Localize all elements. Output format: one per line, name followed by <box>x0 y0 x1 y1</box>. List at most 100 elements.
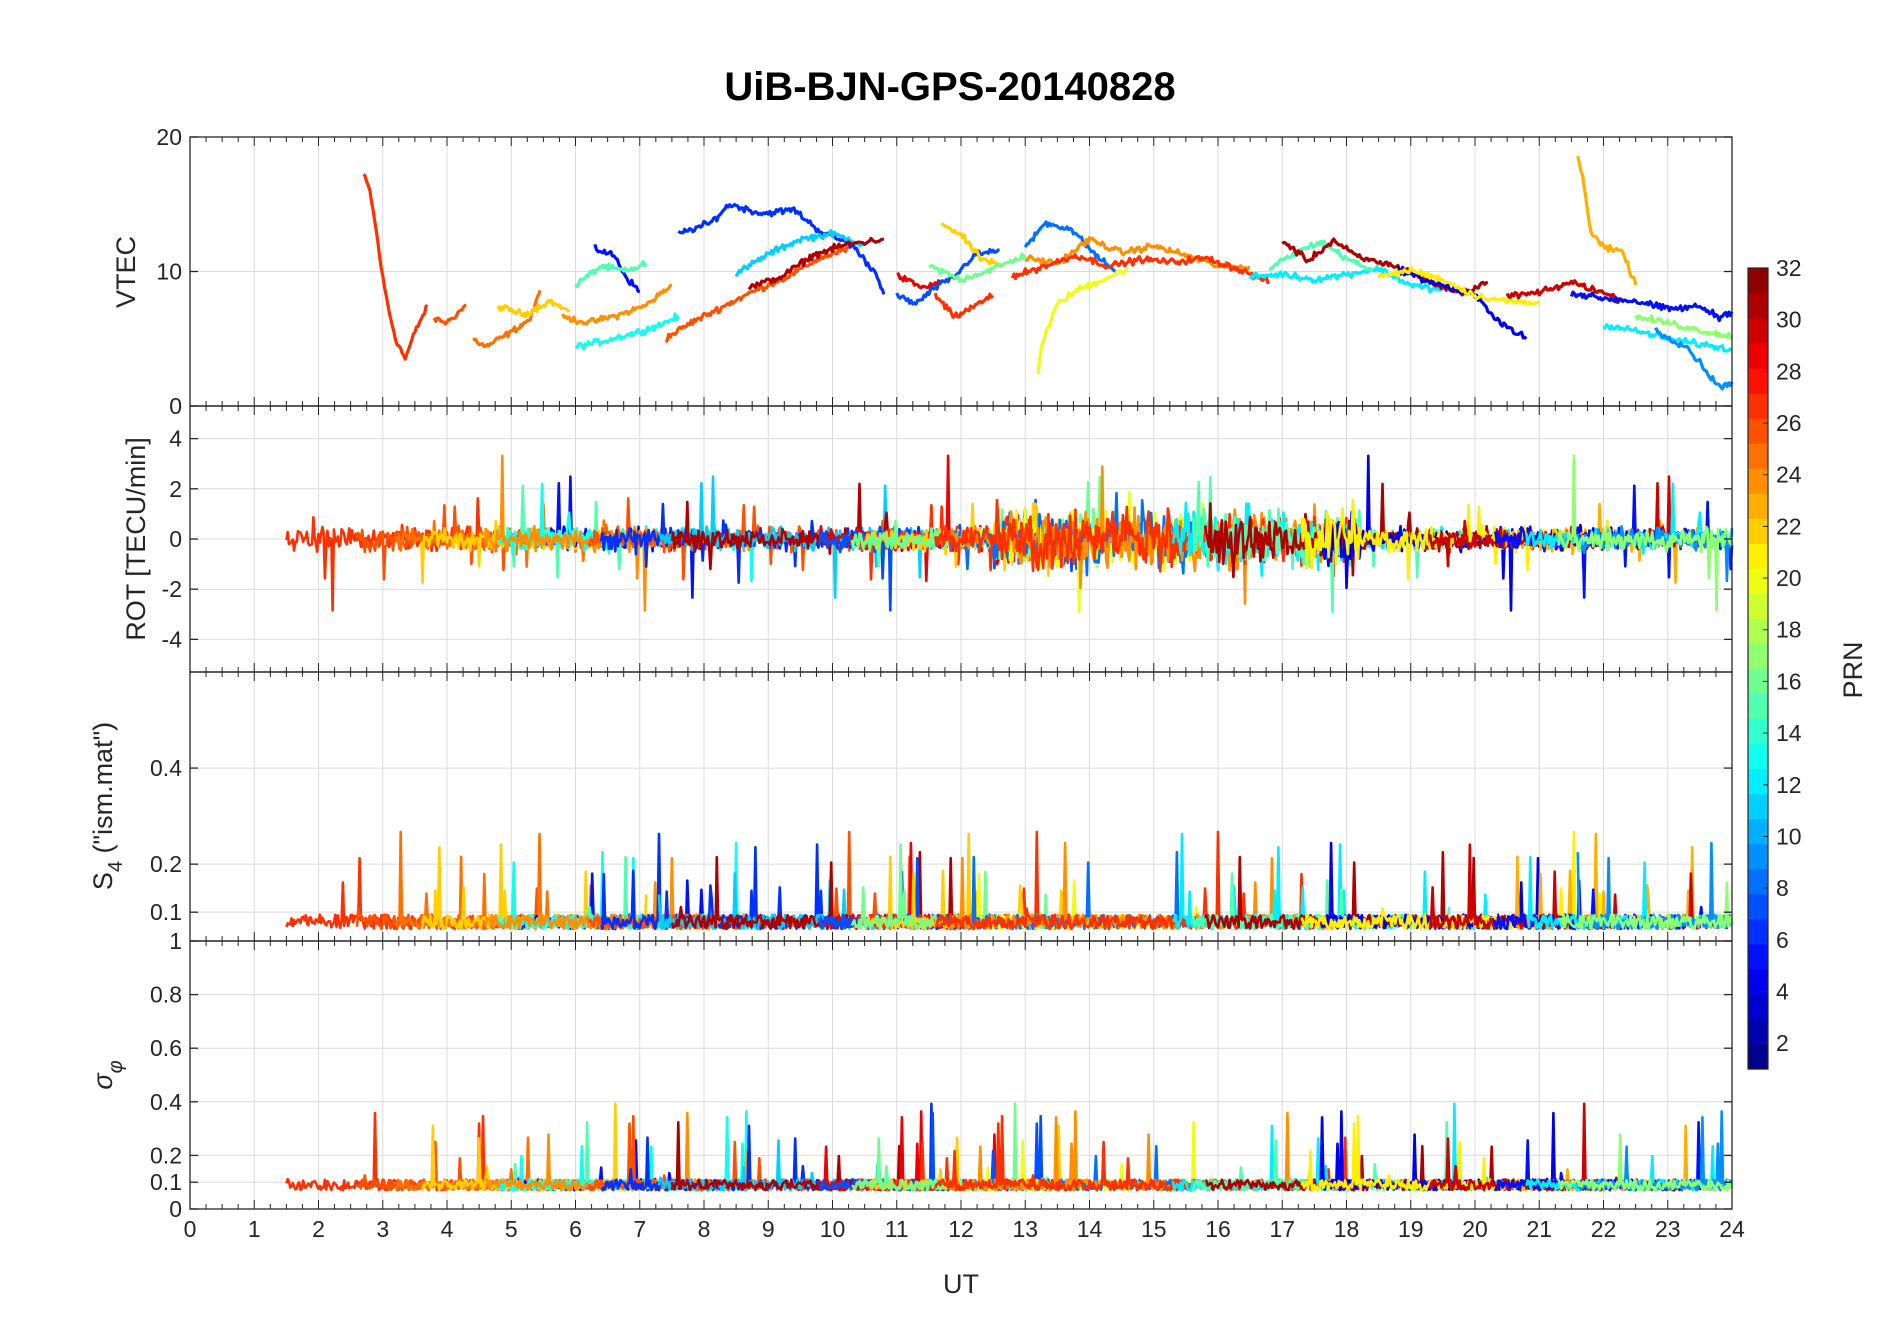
series-line <box>574 260 648 288</box>
series-line <box>1576 841 1734 930</box>
y-tick-label: 0.4 <box>150 755 182 781</box>
x-tick-label: 13 <box>1012 1216 1038 1242</box>
sigma-panel: 00.10.2 0.4 0.6 0.8 1 σφ <box>88 928 1734 1222</box>
y-tick-label: -2 <box>162 576 182 602</box>
colorbar-swatch <box>1748 718 1768 745</box>
colorbar-tick-label: 10 <box>1776 823 1802 849</box>
series-line <box>472 289 542 349</box>
colorbar-swatch <box>1748 918 1768 945</box>
series-line <box>896 272 943 290</box>
series-line <box>1576 1110 1733 1192</box>
y-tick-label: 4 <box>169 426 182 452</box>
series-line <box>677 202 886 295</box>
colorbar-tick-label: 20 <box>1776 565 1802 591</box>
y-tick-label: 0 <box>169 393 182 419</box>
x-tick-label: 21 <box>1526 1216 1552 1242</box>
series-line <box>420 1102 647 1192</box>
sigma-ylabel: σφ <box>88 1060 127 1089</box>
y-tick-label: 1 <box>169 928 182 954</box>
x-tick-label: 22 <box>1591 1216 1617 1242</box>
colorbar-swatch <box>1748 493 1768 519</box>
y-tick-label: 0.1 <box>150 899 182 925</box>
series-line <box>928 252 1027 283</box>
x-tick-label: 23 <box>1655 1216 1681 1242</box>
colorbar-swatch <box>1748 693 1768 720</box>
colorbar-swatch <box>1748 543 1768 569</box>
series-line <box>1558 881 1734 930</box>
series-line <box>432 303 467 326</box>
rot-ylabel: ROT [TECU/min] <box>121 437 151 641</box>
rot-series-layer <box>285 454 1734 613</box>
series-line <box>1505 279 1625 305</box>
sigma-series-layer <box>285 1102 1734 1192</box>
colorbar-tick-label: 18 <box>1776 617 1802 643</box>
s4-ylabel-sub: 4 <box>105 861 127 872</box>
x-tick-label: 7 <box>633 1216 646 1242</box>
y-tick-label: 0.6 <box>150 1035 182 1061</box>
y-tick-label: 0.1 <box>150 1169 182 1195</box>
colorbar-label: PRN <box>1838 641 1868 698</box>
colorbar-tick-label: 14 <box>1776 720 1802 746</box>
series-line <box>1653 327 1734 391</box>
colorbar-swatch <box>1748 968 1768 995</box>
series-line <box>1268 239 1374 273</box>
colorbar-swatch <box>1748 343 1768 369</box>
series-line <box>593 243 641 294</box>
y-tick-label: 0.8 <box>150 982 182 1008</box>
colorbar-swatch <box>1748 818 1768 845</box>
x-tick-label: 15 <box>1141 1216 1167 1242</box>
series-line <box>362 173 429 361</box>
colorbar-tick-label: 6 <box>1776 927 1789 953</box>
x-tick-label: 12 <box>948 1216 974 1242</box>
y-tick-label: 20 <box>156 124 182 150</box>
colorbar-frame <box>1747 267 1769 1070</box>
x-tick-label: 2 <box>312 1216 325 1242</box>
colorbar-swatch <box>1748 943 1768 970</box>
y-tick-label: 0 <box>169 526 182 552</box>
x-tick-label: 10 <box>820 1216 846 1242</box>
x-tick-label: 6 <box>569 1216 582 1242</box>
series-line <box>747 236 884 291</box>
colorbar-swatch <box>1748 993 1768 1020</box>
y-tick-label: 0 <box>169 1196 182 1222</box>
sigma-ylabel-main: σ <box>88 1072 118 1090</box>
x-tick-label: 5 <box>505 1216 518 1242</box>
sigma-ylabel-sub: φ <box>105 1060 127 1073</box>
series-line <box>1428 1102 1702 1192</box>
colorbar-swatch <box>1748 893 1768 920</box>
vtec-ylabel: VTEC <box>111 236 141 308</box>
x-tick-label: 0 <box>184 1216 197 1242</box>
series-line <box>1569 290 1734 323</box>
series-line <box>1024 236 1251 273</box>
x-tick-label: 24 <box>1719 1216 1745 1242</box>
s4-panel: 0.1 0.2 0.4 S4 ("ism.mat") <box>88 671 1734 942</box>
x-tick-label: 16 <box>1205 1216 1231 1242</box>
series-line <box>600 1102 963 1192</box>
s4-ylabel-rest: ("ism.mat") <box>88 722 118 861</box>
y-tick-label: 2 <box>169 476 182 502</box>
vtec-panel: 0 10 20 VTEC <box>111 124 1734 419</box>
vtec-series-layer <box>362 155 1734 391</box>
y-tick-label: 0.4 <box>150 1089 182 1115</box>
colorbar-swatch <box>1748 518 1768 544</box>
series-line <box>1557 1133 1734 1192</box>
x-tick-label: 3 <box>376 1216 389 1242</box>
series-line <box>895 247 1000 306</box>
colorbar-swatch <box>1748 793 1768 820</box>
series-line <box>1576 155 1638 286</box>
series-line <box>1248 264 1445 294</box>
y-tick-label: 10 <box>156 259 182 285</box>
series-line <box>664 245 852 343</box>
s4-series-layer <box>285 830 1734 931</box>
colorbar-swatch <box>1748 268 1768 294</box>
y-tick-label: 0.2 <box>150 851 182 877</box>
x-tick-label: 17 <box>1269 1216 1295 1242</box>
colorbar-swatch <box>1748 1018 1768 1045</box>
colorbar-swatch <box>1748 593 1768 619</box>
colorbar-tick-label: 4 <box>1776 978 1789 1004</box>
series-line <box>934 830 1348 931</box>
x-tick-label: 9 <box>762 1216 775 1242</box>
series-line <box>933 292 995 319</box>
y-tick-label: -4 <box>162 626 183 652</box>
s4-ylabel-main: S <box>88 872 118 890</box>
